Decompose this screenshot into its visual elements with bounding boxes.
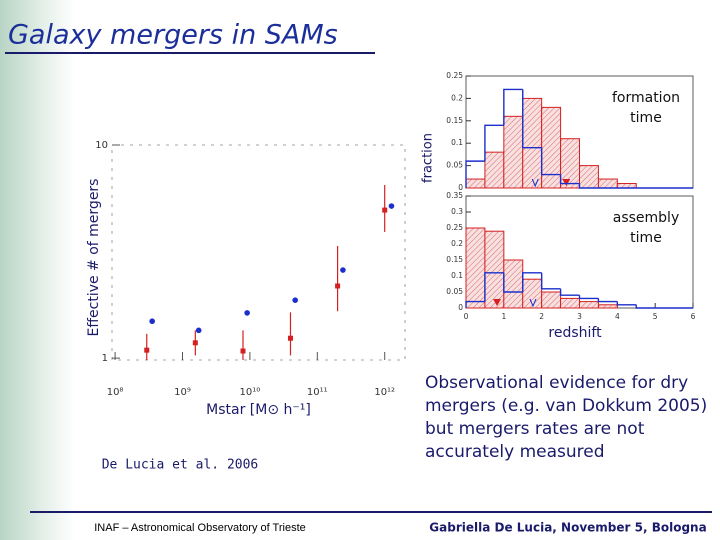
body-text: Observational evidence for dry mergers (… <box>425 373 708 462</box>
y-tick-label: 0.05 <box>446 287 463 296</box>
histogram-bar <box>579 301 599 309</box>
histogram-bar <box>541 291 562 309</box>
histogram-bar <box>503 259 524 309</box>
data-point <box>287 335 293 341</box>
y-axis-label: fraction <box>421 133 436 183</box>
y-tick-label: 0.05 <box>446 161 463 170</box>
x-tick-label: 1 <box>501 312 506 321</box>
histogram-bar <box>597 178 618 189</box>
y-tick-label: 0 <box>458 303 463 312</box>
y-tick-label: 0.25 <box>446 223 463 232</box>
y-tick-label: 0.1 <box>451 138 463 147</box>
histogram-step <box>597 298 618 303</box>
histogram-step <box>578 183 599 189</box>
x-tick-label: 6 <box>691 312 696 321</box>
median-marker <box>529 298 537 308</box>
y-tick-label: 0 <box>458 183 463 192</box>
y-tick-label: 0.2 <box>451 239 463 248</box>
histogram-step <box>540 147 561 176</box>
data-point <box>195 327 202 334</box>
histogram-bar <box>541 106 562 189</box>
y-tick-label: 0.35 <box>446 191 463 200</box>
median-marker <box>562 179 571 186</box>
histogram-step <box>635 304 656 309</box>
panel-label: assembly time <box>612 210 680 246</box>
x-tick-label: 2 <box>539 312 544 321</box>
plot-frame <box>111 144 406 361</box>
histogram-bar <box>579 165 599 189</box>
citation: De Lucia et al. 2006 <box>102 458 259 473</box>
x-axis-label: Mstar [M⊙ h⁻¹] <box>206 402 311 418</box>
histogram-step <box>465 160 485 188</box>
panel-label: formation time <box>611 90 681 126</box>
x-axis-label: redshift <box>548 325 602 341</box>
data-point <box>192 340 198 346</box>
slide-title: Galaxy mergers in SAMs <box>8 20 338 51</box>
median-marker <box>493 299 502 306</box>
histogram-step <box>559 174 580 185</box>
histogram-bar <box>484 151 505 189</box>
data-point <box>382 207 388 213</box>
y-tick-label: 0.1 <box>451 271 463 280</box>
x-tick-label: 10⁸ <box>107 387 124 398</box>
data-point <box>240 348 246 354</box>
x-tick-label: 0 <box>464 312 469 321</box>
histogram-bar <box>522 97 543 189</box>
data-point <box>244 310 250 316</box>
histogram-step <box>503 272 523 293</box>
data-point <box>340 267 346 273</box>
histogram-step <box>484 272 504 302</box>
histogram-bar <box>484 230 505 309</box>
histogram-step <box>578 295 599 300</box>
histogram-step <box>522 89 542 149</box>
histogram-bar <box>465 227 486 309</box>
y-tick-label: 1 <box>102 353 108 364</box>
histogram-bar <box>465 178 486 189</box>
y-tick-label: 0.2 <box>451 93 463 102</box>
y-tick-label: 0.3 <box>451 207 463 216</box>
median-marker <box>531 178 539 188</box>
histogram-bar <box>560 297 580 309</box>
histogram-step <box>503 88 523 126</box>
x-tick-label: 3 <box>577 312 582 321</box>
background-strip <box>0 0 75 540</box>
histogram-step <box>616 301 637 306</box>
x-tick-label: 5 <box>653 312 658 321</box>
footer-right: Gabriella De Lucia, November 5, Bologna <box>429 521 706 535</box>
x-tick-label: 10¹⁰ <box>240 387 261 398</box>
histogram-bar <box>503 115 524 189</box>
y-tick-label: 0.15 <box>446 116 463 125</box>
data-point <box>388 203 395 209</box>
y-axis-label: Effective # of mergers <box>86 179 102 337</box>
data-point <box>149 318 155 325</box>
data-point <box>144 347 150 353</box>
y-tick-label: 0.25 <box>446 71 463 80</box>
histogram-step <box>522 272 542 292</box>
data-point <box>292 297 299 303</box>
histogram-step <box>559 288 580 296</box>
histogram-step <box>540 272 561 290</box>
x-tick-label: 10¹¹ <box>307 387 328 398</box>
histogram-bar <box>560 138 580 189</box>
y-tick-label: 0.15 <box>446 255 463 264</box>
x-tick-label: 10⁹ <box>174 387 191 398</box>
footer-left: INAF – Astronomical Observatory of Tries… <box>94 522 306 534</box>
x-tick-label: 10¹² <box>374 387 395 398</box>
histogram-bar <box>597 304 618 309</box>
histogram-step <box>465 300 485 308</box>
data-point <box>335 283 341 289</box>
x-tick-label: 4 <box>615 312 620 321</box>
histogram-step <box>484 124 504 162</box>
y-tick-label: 10 <box>95 140 108 151</box>
